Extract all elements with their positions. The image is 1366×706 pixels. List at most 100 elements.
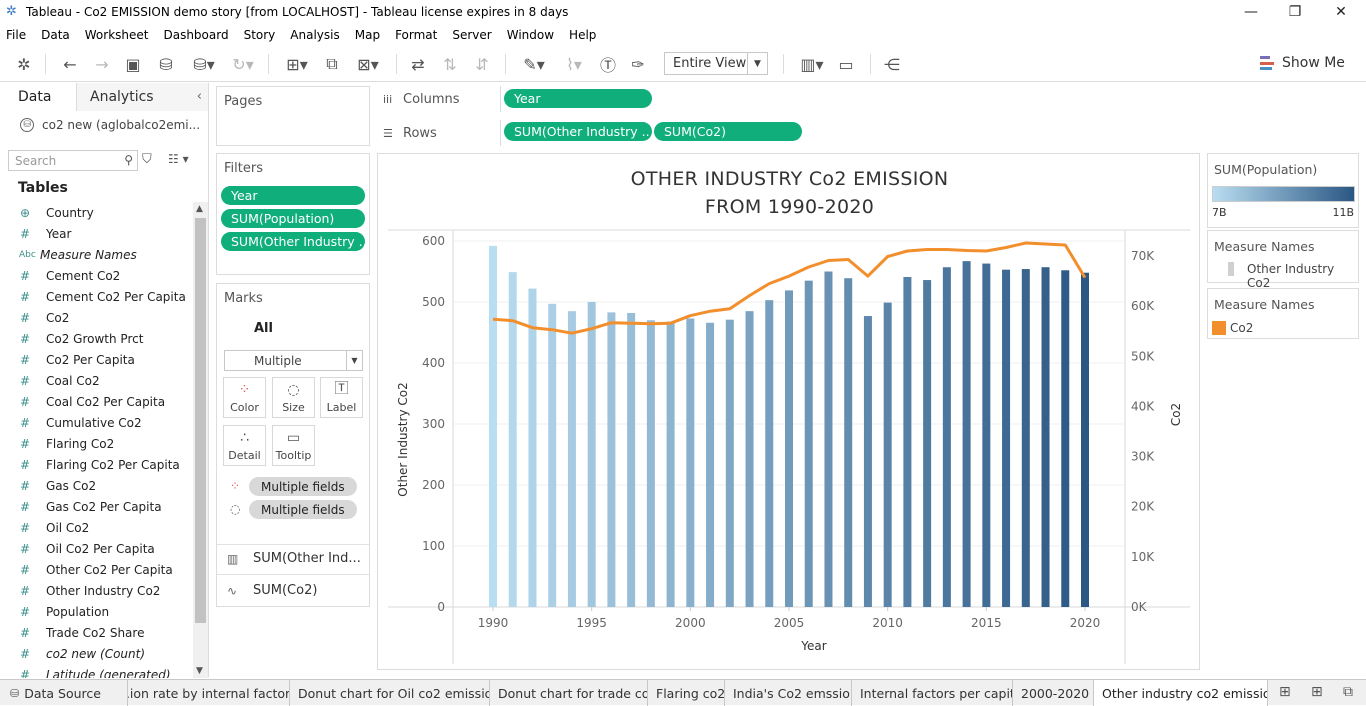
label-button[interactable]: 🅃 Label bbox=[320, 377, 363, 418]
group-members-icon[interactable]: ⌇▾ bbox=[566, 54, 582, 74]
view-size-select[interactable]: Entire View ▼ bbox=[664, 52, 768, 75]
menu-format[interactable]: Format bbox=[395, 27, 438, 42]
chart-view[interactable]: OTHER INDUSTRY Co2 EMISSION FROM 1990-20… bbox=[377, 153, 1200, 670]
tooltip-button[interactable]: ▭ Tooltip bbox=[272, 425, 315, 466]
close-button[interactable]: ✕ bbox=[1335, 4, 1347, 20]
filter-icon[interactable]: ⛉ bbox=[142, 152, 152, 167]
menu-data[interactable]: Data bbox=[41, 27, 70, 42]
show-cards-icon[interactable]: ▥▾ bbox=[800, 54, 824, 74]
minimize-button[interactable]: — bbox=[1244, 4, 1258, 20]
marks-card-bar[interactable]: ▥ SUM(Other Ind... bbox=[227, 551, 361, 566]
tab-sheet-india[interactable]: India's Co2 emssion bbox=[725, 680, 852, 706]
new-datasource-icon[interactable]: ⛁ bbox=[159, 54, 173, 74]
tab-sheet-2000-2020[interactable]: 2000-2020 bbox=[1013, 680, 1094, 706]
field-item[interactable]: Abc Measure Names bbox=[0, 244, 193, 265]
tab-data[interactable]: Data bbox=[0, 83, 77, 111]
color-button[interactable]: ⁘ Color bbox=[223, 377, 266, 418]
size-button[interactable]: ◌ Size bbox=[272, 377, 315, 418]
refresh-icon[interactable]: ↻▾ bbox=[232, 54, 254, 74]
pause-updates-icon[interactable]: ⛁▾ bbox=[193, 54, 215, 74]
share-icon[interactable]: ⋲ bbox=[884, 54, 900, 74]
menu-help[interactable]: Help bbox=[569, 27, 597, 42]
show-mark-labels-icon[interactable]: Ⓣ bbox=[599, 56, 616, 75]
filter-pill-population[interactable]: SUM(Population) bbox=[221, 209, 365, 228]
duplicate-sheet-icon[interactable]: ⧉ bbox=[326, 54, 338, 73]
tab-sheet-donut-trade[interactable]: Donut chart for trade co2 bbox=[490, 680, 648, 706]
tab-data-source[interactable]: ⛁ Data Source bbox=[0, 680, 128, 706]
field-item[interactable]: # Population bbox=[0, 601, 193, 622]
redo-icon[interactable]: → bbox=[95, 54, 109, 74]
menu-server[interactable]: Server bbox=[452, 27, 492, 42]
new-dashboard-tab-icon[interactable]: ⊞ bbox=[1311, 684, 1323, 700]
undo-icon[interactable]: ← bbox=[63, 54, 77, 74]
tableau-home-icon[interactable]: ✲ bbox=[17, 54, 31, 74]
measure-names-legend-bars[interactable]: Measure Names Other Industry Co2 bbox=[1207, 230, 1359, 290]
size-encoding-pill[interactable]: Multiple fields bbox=[249, 500, 357, 519]
pages-shelf[interactable]: Pages bbox=[216, 86, 370, 146]
menu-worksheet[interactable]: Worksheet bbox=[84, 27, 149, 42]
columns-pill-year[interactable]: Year bbox=[504, 89, 652, 108]
legend-item-co2[interactable]: Co2 bbox=[1230, 321, 1254, 335]
collapse-pane-icon[interactable]: ‹ bbox=[196, 89, 202, 104]
new-worksheet-icon[interactable]: ⊞▾ bbox=[286, 54, 308, 74]
marks-card-line[interactable]: ∿ SUM(Co2) bbox=[227, 583, 317, 598]
fix-axes-icon[interactable]: ✑ bbox=[631, 54, 645, 74]
field-list-scrollbar[interactable]: ▲ ▼ bbox=[193, 202, 208, 678]
tab-sheet-flaring[interactable]: Flaring co2 bbox=[648, 680, 725, 706]
presentation-mode-icon[interactable]: ▭ bbox=[838, 54, 854, 74]
sort-ascending-icon[interactable]: ⇅ bbox=[443, 54, 457, 74]
filter-pill-year[interactable]: Year bbox=[221, 186, 365, 205]
restore-button[interactable]: ❐ bbox=[1288, 4, 1302, 20]
rows-shelf[interactable]: ☰ Rows SUM(Other Industry .. SUM(Co2) bbox=[377, 120, 1360, 146]
scroll-down-icon[interactable]: ▼ bbox=[196, 666, 203, 676]
menu-dashboard[interactable]: Dashboard bbox=[163, 27, 229, 42]
detail-button[interactable]: ∴ Detail bbox=[223, 425, 266, 466]
datasource-item[interactable]: ⛁ co2 new (aglobalco2emi... bbox=[0, 111, 208, 139]
field-item[interactable]: # Flaring Co2 Per Capita bbox=[0, 454, 193, 475]
field-item[interactable]: # co2 new (Count) bbox=[0, 643, 193, 664]
show-me-button[interactable]: Show Me bbox=[1260, 52, 1345, 74]
rows-pill-other-industry[interactable]: SUM(Other Industry .. bbox=[504, 122, 652, 141]
field-item[interactable]: # Other Industry Co2 bbox=[0, 580, 193, 601]
scrollbar-thumb[interactable] bbox=[195, 218, 206, 623]
marks-all-tab[interactable]: All bbox=[254, 321, 273, 336]
clear-sheet-icon[interactable]: ⊠▾ bbox=[357, 54, 379, 74]
field-item[interactable]: # Oil Co2 bbox=[0, 517, 193, 538]
legend-item-other-industry[interactable]: Other Industry Co2 bbox=[1247, 262, 1335, 290]
field-item[interactable]: # Latitude (generated) bbox=[0, 664, 193, 679]
field-item[interactable]: # Gas Co2 Per Capita bbox=[0, 496, 193, 517]
field-item[interactable]: # Year bbox=[0, 223, 193, 244]
new-story-tab-icon[interactable]: ⧉ bbox=[1343, 684, 1353, 700]
color-encoding-pill[interactable]: Multiple fields bbox=[249, 477, 357, 496]
field-item[interactable]: # Coal Co2 bbox=[0, 370, 193, 391]
save-icon[interactable]: ▣ bbox=[125, 54, 141, 74]
field-item[interactable]: ⊕ Country bbox=[0, 202, 193, 223]
new-worksheet-tab-icon[interactable]: ⊞ bbox=[1279, 684, 1291, 700]
tab-sheet-internal-per-capita[interactable]: Internal factors per capita bbox=[852, 680, 1013, 706]
menu-window[interactable]: Window bbox=[506, 27, 555, 42]
search-input[interactable]: Search ⚲ bbox=[8, 150, 138, 171]
tab-sheet-donut-oil[interactable]: Donut chart for Oil co2 emission bbox=[290, 680, 490, 706]
mark-type-select[interactable]: Multiple ▼ bbox=[224, 350, 363, 371]
view-options-icon[interactable]: ☷ ▾ bbox=[168, 152, 189, 166]
swap-rows-columns-icon[interactable]: ⇄ bbox=[411, 54, 425, 74]
rows-pill-co2[interactable]: SUM(Co2) bbox=[654, 122, 802, 141]
menu-map[interactable]: Map bbox=[354, 27, 381, 42]
filters-shelf[interactable]: Filters Year SUM(Population) SUM(Other I… bbox=[216, 153, 370, 275]
field-item[interactable]: # Co2 bbox=[0, 307, 193, 328]
population-legend[interactable]: SUM(Population) 7B 11B bbox=[1207, 153, 1359, 228]
field-item[interactable]: # Oil Co2 Per Capita bbox=[0, 538, 193, 559]
filter-pill-other-industry[interactable]: SUM(Other Industry ... bbox=[221, 232, 365, 251]
field-item[interactable]: # Flaring Co2 bbox=[0, 433, 193, 454]
chart-svg[interactable]: 0 100 200 300 400 500 600 0K 10K 20K 30K 40K 50K 60K 7… bbox=[378, 154, 1200, 670]
measure-names-legend-line[interactable]: Measure Names Co2 bbox=[1207, 288, 1359, 339]
highlight-icon[interactable]: ✎▾ bbox=[523, 54, 545, 74]
columns-shelf[interactable]: iii Columns Year bbox=[377, 86, 1360, 112]
field-item[interactable]: # Co2 Growth Prct bbox=[0, 328, 193, 349]
field-item[interactable]: # Cement Co2 Per Capita bbox=[0, 286, 193, 307]
field-item[interactable]: # Coal Co2 Per Capita bbox=[0, 391, 193, 412]
scroll-up-icon[interactable]: ▲ bbox=[196, 204, 203, 214]
tab-analytics[interactable]: Analytics bbox=[77, 83, 208, 111]
field-item[interactable]: # Co2 Per Capita bbox=[0, 349, 193, 370]
menu-story[interactable]: Story bbox=[243, 27, 276, 42]
